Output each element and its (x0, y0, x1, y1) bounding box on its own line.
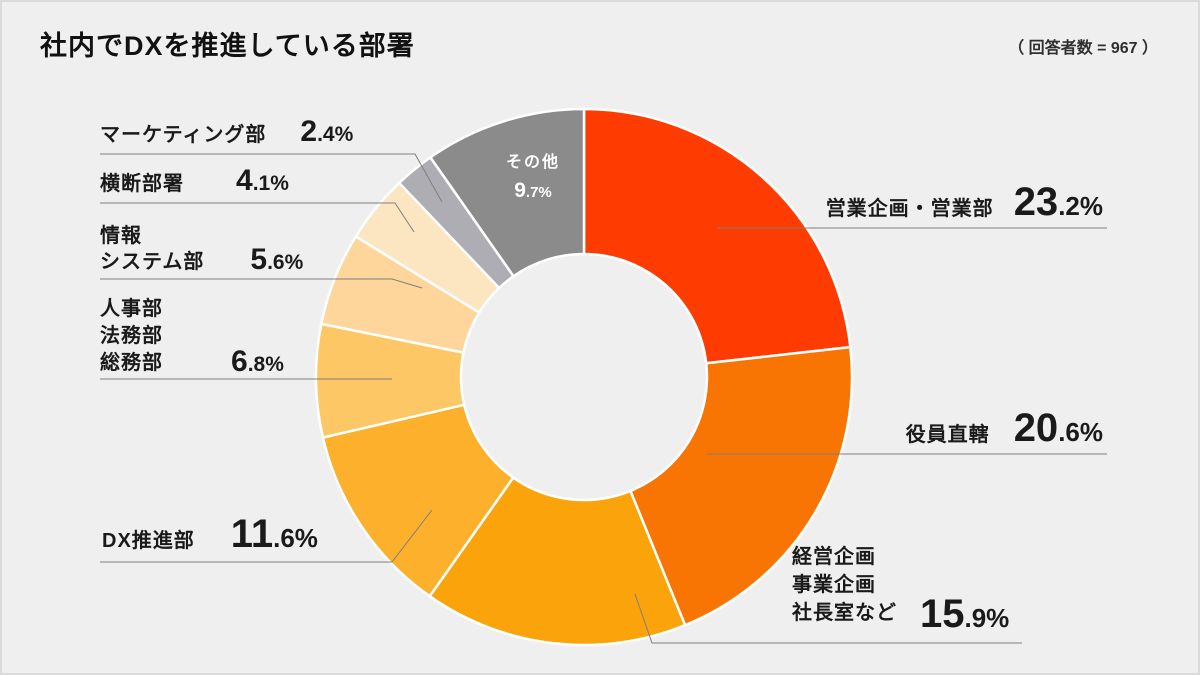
label-sales-planning: 営業企画・営業部 (825, 198, 994, 220)
pct-marketing: 2.4% (300, 115, 354, 148)
pct-dx-promotion: 11.6% (230, 512, 318, 556)
page-title: 社内でDXを推進している部署 (40, 31, 415, 61)
callout-info-systems: 情報 システム部 5.6% (100, 223, 303, 275)
callout-hr-legal-ga: 人事部 法務部 総務部 6.8% (100, 296, 284, 377)
label-dx-promotion: DX推進部 (102, 530, 195, 552)
callout-sales-planning: 営業企画・営業部 23.2% (826, 182, 1103, 222)
respondents-note: （ 回答者数 = 967 ） (1008, 40, 1158, 57)
pie-slice-sales-planning (582, 107, 852, 365)
pct-corporate-planning: 15.9% (920, 592, 1010, 636)
pie-slice-others (429, 107, 586, 278)
callout-corporate-planning-pct: 15.9% (920, 594, 1009, 634)
label-hr-legal-ga: 人事部 法務部 総務部 (100, 298, 163, 374)
leader-line-corporate-planning (634, 593, 1022, 644)
label-cross-dept: 横断部署 (100, 173, 184, 195)
callout-dx-promotion: DX推進部 11.6% (102, 514, 318, 554)
pct-sales-planning: 23.2% (1013, 180, 1103, 224)
leader-line-dx-promotion (100, 509, 433, 563)
pie-slice-corporate-planning (428, 476, 687, 647)
callout-marketing: マーケティング部 2.4% (100, 117, 353, 147)
label-corporate-planning: 経営企画 事業企画 社長室など (792, 546, 897, 624)
label-info-systems: 情報 システム部 (100, 225, 205, 273)
pct-info-systems: 5.6% (250, 243, 304, 276)
callout-corporate-planning: 経営企画 事業企画 社長室など (792, 543, 897, 627)
callout-executive-direct: 役員直轄 20.6% (906, 408, 1103, 448)
label-others: その他 (505, 154, 560, 171)
pie-slice-dx-promotion (321, 403, 515, 598)
label-marketing: マーケティング部 (100, 124, 267, 146)
pct-others: 9.7% (514, 179, 552, 202)
leader-line-marketing (100, 153, 443, 203)
label-executive-direct: 役員直轄 (905, 424, 990, 446)
pct-cross-dept: 4.1% (236, 164, 289, 197)
leader-line-info-systems (100, 278, 423, 289)
pct-executive-direct: 20.6% (1013, 406, 1103, 450)
leader-line-cross-dept (100, 202, 415, 233)
pie-slice-executive-direct (629, 345, 854, 627)
pct-hr-legal-ga: 6.8% (231, 345, 284, 378)
callout-others: その他 9.7% (470, 148, 596, 201)
callout-cross-dept: 横断部署 4.1% (100, 166, 289, 196)
